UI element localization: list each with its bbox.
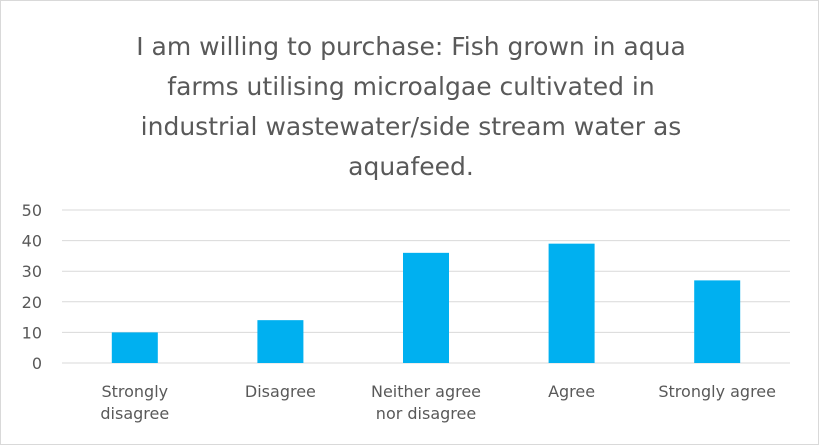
chart-title: I am willing to purchase: Fish grown in … — [136, 32, 686, 181]
x-category-label: Strongly agree — [658, 382, 776, 401]
bar — [694, 280, 741, 363]
bar — [257, 320, 304, 363]
x-category-label-line: Neither agree — [371, 382, 481, 401]
y-tick-label: 30 — [22, 262, 42, 281]
bars — [111, 243, 741, 363]
x-category-label: Strongly disagree — [100, 382, 169, 423]
x-category-label-line: Strongly agree — [658, 382, 776, 401]
y-tick-label: 10 — [22, 323, 42, 342]
bar — [548, 243, 595, 363]
bar — [403, 252, 449, 363]
x-category-label-line: nor disagree — [376, 404, 476, 423]
y-tick-label: 40 — [22, 232, 42, 251]
x-category-label-line: Agree — [548, 382, 595, 401]
x-category-label: Disagree — [245, 382, 316, 401]
x-category-label: Neither agree nor disagree — [371, 382, 481, 423]
x-category-label: Agree — [548, 382, 595, 401]
x-category-label-line: Strongly — [101, 382, 168, 401]
bar — [111, 332, 158, 363]
x-category-label-line: Disagree — [245, 382, 316, 401]
y-tick-label: 20 — [22, 293, 42, 312]
x-axis: Strongly disagree Disagree Neither agree nor… — [100, 382, 776, 423]
y-axis: 0 10 20 30 40 50 — [22, 201, 42, 373]
y-tick-label: 0 — [32, 354, 42, 373]
y-tick-label: 50 — [22, 201, 42, 220]
x-category-label-line: disagree — [100, 404, 169, 423]
